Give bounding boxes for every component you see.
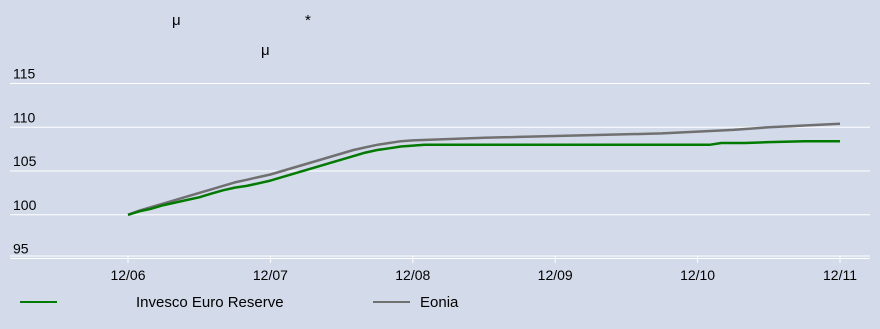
y-tick-label: 115	[13, 66, 36, 82]
series-lines	[127, 122, 841, 216]
header-fragment: μ	[172, 12, 181, 29]
legend-item-eonia: Eonia	[373, 292, 458, 312]
header-fragment: μ	[261, 42, 270, 59]
legend-label-eonia: Eonia	[420, 293, 459, 311]
y-tick-label: 100	[13, 197, 37, 213]
series-line-invesco	[127, 139, 840, 216]
legend-item-invesco: Invesco Euro Reserve	[20, 292, 284, 312]
x-tick-label: 12/11	[823, 267, 857, 283]
legend-swatch-eonia	[373, 301, 410, 303]
x-tick-label: 12/06	[110, 267, 145, 283]
axis-ticks: 95 100 105 110 115 12/06 12/07 12/08 12/09 12/10 1…	[13, 66, 857, 284]
series-line-eonia	[127, 122, 841, 216]
x-tick-label: 12/09	[538, 267, 573, 283]
y-tick-label: 95	[13, 241, 29, 257]
y-tick-label: 105	[13, 153, 37, 169]
y-tick-label: 110	[13, 109, 36, 125]
legend-swatch-invesco	[20, 301, 57, 303]
header-fragment: *	[305, 12, 311, 29]
x-tick-label: 12/10	[680, 267, 715, 283]
x-tick-label: 12/07	[253, 267, 288, 283]
legend-label-invesco: Invesco Euro Reserve	[136, 293, 284, 311]
grid-lines	[10, 83, 870, 259]
x-tick-label: 12/08	[395, 267, 430, 283]
